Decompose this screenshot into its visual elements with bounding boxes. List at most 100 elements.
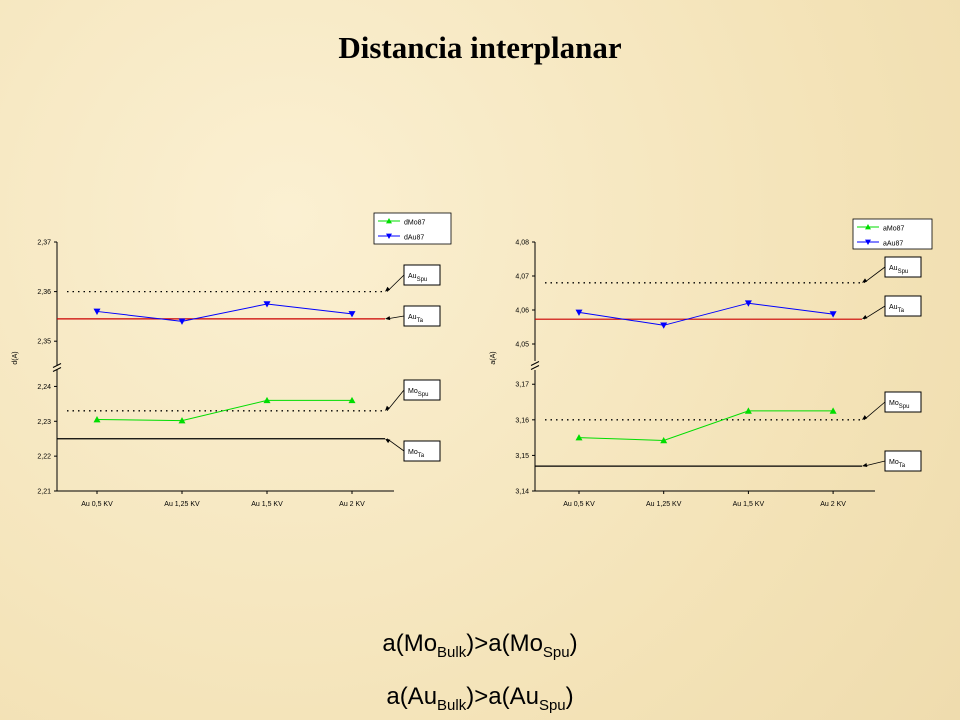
arrow-head: [385, 286, 391, 292]
conclusion: a(AuBulk)>a(AuSpu): [0, 675, 960, 720]
arrow-head: [862, 314, 868, 320]
slide-title: Distancia interplanar: [338, 30, 622, 65]
annotation-label: MoTa: [889, 459, 906, 469]
annotation-name: Mo: [408, 388, 418, 395]
data-point: [829, 407, 837, 414]
arrow-head: [862, 415, 868, 420]
y-tick-label: 2,24: [37, 384, 51, 391]
data-point: [263, 396, 271, 404]
data-point: [575, 434, 583, 441]
x-tick-label: Au 0,5 KV: [81, 501, 113, 508]
annotation-arrow: [863, 460, 886, 467]
annotation-label: AuTa: [889, 304, 905, 314]
annotation-arrow: [386, 274, 405, 292]
x-tick-label: Au 0,5 KV: [563, 501, 595, 508]
annotation-sub: Spu: [898, 269, 909, 275]
annotation-name: Mo: [889, 400, 899, 407]
y-tick-label: 4,08: [515, 240, 529, 247]
annotation-label: MoSpu: [408, 388, 428, 398]
annotation-name: Au: [408, 314, 417, 321]
x-tick-label: Au 1,25 KV: [164, 501, 200, 508]
annotation-sub: Spu: [417, 277, 428, 283]
annotation-name: Au: [889, 265, 898, 272]
x-tick-label: Au 1,5 KV: [733, 501, 765, 508]
y-tick-label: 2,22: [37, 454, 51, 461]
y-tick-label: 2,23: [37, 419, 51, 426]
y-axis-label: d(A): [12, 351, 19, 364]
series-line: [578, 302, 834, 326]
y-tick-label: 4,07: [515, 274, 529, 281]
y-tick-label: 3,16: [515, 417, 529, 424]
legend-label: aMo87: [883, 226, 905, 233]
y-tick-label: 3,17: [515, 382, 529, 389]
conclusion-sub: Bulk: [437, 643, 467, 661]
data-point: [348, 311, 356, 318]
data-point: [660, 322, 668, 329]
legend-marker: [865, 239, 871, 245]
annotation-label: MoSpu: [889, 400, 909, 410]
legend-label: dAu87: [404, 235, 424, 242]
axis-break: [52, 363, 62, 368]
annotation-sub: Ta: [899, 463, 906, 469]
legend-label: aAu87: [883, 241, 903, 248]
y-tick-label: 2,37: [37, 240, 51, 247]
arrow-head: [385, 405, 390, 411]
legend-label: dMo87: [404, 220, 426, 227]
conclusion-text: )>a(Au: [466, 682, 539, 710]
conclusion-sub: Bulk: [437, 696, 467, 714]
series-line: [578, 410, 834, 441]
conclusion-text: )>a(Mo: [466, 630, 543, 657]
data-point: [348, 396, 356, 404]
y-tick-label: 3,14: [515, 489, 529, 496]
annotation-name: Mo: [408, 449, 418, 456]
annotation-sub: Ta: [418, 453, 425, 459]
annotation-label: AuSpu: [408, 273, 427, 283]
legend-marker: [865, 224, 871, 230]
arrow-head: [385, 438, 391, 444]
data-point: [744, 300, 752, 307]
conclusion-sub: Spu: [538, 696, 566, 714]
conclusion-text: a(Mo: [382, 630, 438, 657]
x-tick-label: Au 2 KV: [339, 501, 365, 508]
legend-box: [852, 218, 933, 250]
annotation-arrow: [386, 389, 405, 412]
annotation-arrow: [863, 401, 886, 421]
x-tick-label: Au 1,25 KV: [646, 501, 682, 508]
annotation-name: Mo: [889, 459, 899, 466]
axis-break: [530, 361, 540, 366]
x-tick-label: Au 1,5 KV: [251, 501, 283, 508]
legend-box: [373, 212, 452, 245]
arrow-head: [862, 463, 868, 467]
axis-break: [52, 367, 62, 372]
annotation-name: Au: [889, 304, 898, 311]
conclusion: a(MoBulk)>a(MoSpu): [0, 622, 960, 675]
annotation-arrow: [863, 266, 886, 284]
y-axis-label: a(A): [490, 351, 497, 364]
arrow-head: [862, 278, 868, 283]
data-point: [263, 301, 271, 308]
annotation-label: AuTa: [408, 314, 424, 324]
legend-marker: [386, 233, 392, 239]
annotation-label: AuSpu: [889, 265, 908, 275]
x-tick-label: Au 2 KV: [820, 501, 846, 508]
data-point: [744, 407, 752, 414]
data-point: [660, 436, 668, 444]
series-line: [96, 303, 353, 322]
data-point: [178, 417, 186, 424]
data-point: [178, 318, 186, 325]
y-tick-label: 2,35: [37, 339, 51, 346]
annotation-arrow: [863, 305, 886, 320]
y-tick-label: 3,15: [515, 453, 529, 460]
annotation-sub: Ta: [898, 308, 905, 314]
y-tick-label: 4,06: [515, 308, 529, 315]
annotation-label: MoTa: [408, 449, 425, 459]
data-point: [829, 311, 837, 318]
conclusions: a(MoBulk)>a(MoSpu) a(AuBulk)>a(AuSpu): [0, 622, 960, 720]
conclusion-sub: Spu: [542, 643, 570, 661]
y-tick-label: 2,36: [37, 289, 51, 296]
series-line: [96, 399, 352, 422]
data-point: [575, 309, 583, 316]
annotation-name: Au: [408, 273, 417, 280]
conclusion-text: ): [569, 630, 578, 657]
